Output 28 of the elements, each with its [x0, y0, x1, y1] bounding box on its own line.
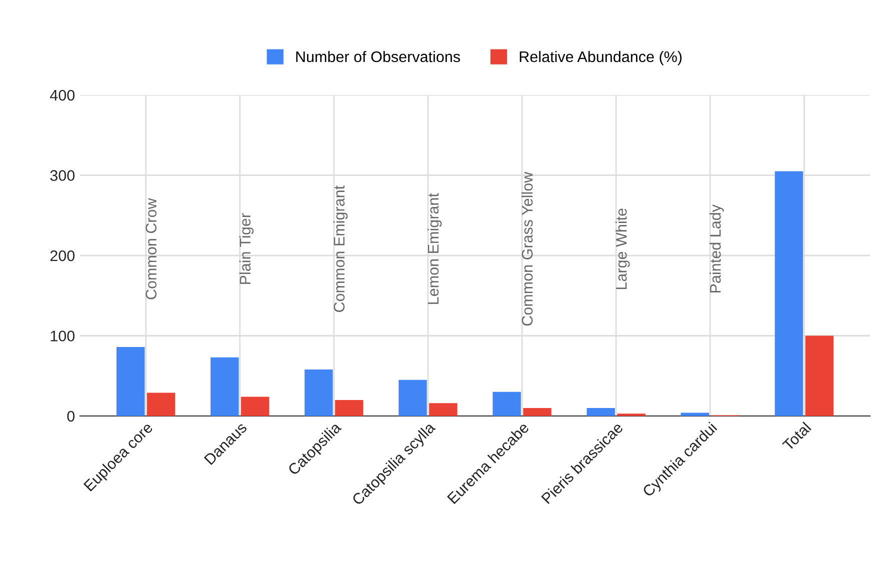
bar	[146, 392, 176, 416]
bar	[680, 412, 709, 416]
bar	[241, 396, 270, 416]
annotation: Common Grass Yellow	[521, 172, 533, 326]
y-tick-label: 200	[50, 250, 75, 262]
annotation: Lemon Emigrant	[427, 193, 442, 304]
annotation: Painted Lady	[710, 204, 724, 292]
bar	[805, 336, 834, 416]
y-tick-label: 300	[50, 170, 75, 181]
bar	[774, 171, 804, 416]
bar	[335, 400, 364, 416]
y-tick-label: 400	[50, 90, 75, 101]
bar	[398, 380, 427, 416]
bar	[210, 357, 239, 416]
legend-label: Number of Observations	[296, 50, 460, 62]
bar	[304, 369, 333, 416]
annotation: Common Emigrant	[333, 186, 348, 312]
bar	[586, 408, 615, 416]
annotation: Plain Tiger	[239, 213, 254, 284]
bar	[492, 392, 521, 416]
bar	[429, 403, 458, 416]
legend-label: Relative Abundance (%)	[520, 50, 682, 66]
annotation: Common Crow	[146, 198, 157, 300]
y-tick-label: 100	[50, 330, 75, 342]
bar	[116, 346, 145, 416]
annotation: Large White	[616, 208, 630, 290]
bar	[523, 408, 552, 416]
y-tick-label: 0	[67, 410, 75, 422]
